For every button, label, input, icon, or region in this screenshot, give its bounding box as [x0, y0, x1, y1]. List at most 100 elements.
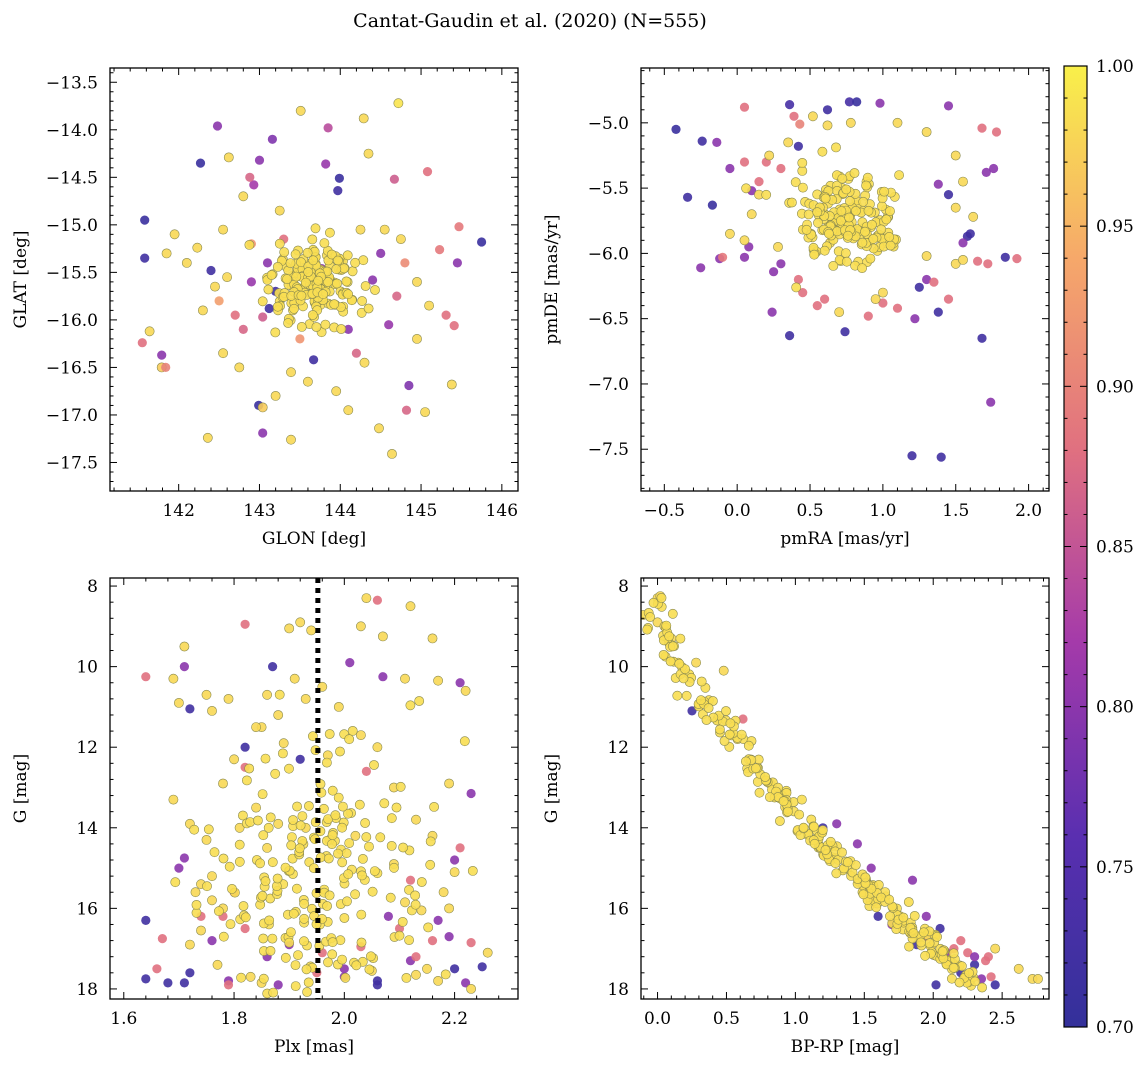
pmra-pmde-point	[783, 137, 794, 148]
plx-g-point	[240, 923, 250, 934]
plx-g-point	[391, 802, 402, 813]
glon-glat-point	[210, 281, 220, 292]
pmra-pmde-point	[950, 150, 961, 161]
plx-g-point	[369, 760, 379, 770]
x-tick-label: 142	[162, 501, 194, 521]
bprp-g-point	[664, 631, 675, 642]
bprp-g-point	[797, 794, 807, 805]
y-tick-label: −16.5	[46, 358, 98, 378]
plx-g-point	[433, 675, 443, 686]
plx-g-point	[405, 700, 416, 711]
bprp-g-point	[831, 868, 842, 879]
bprp-g-point	[656, 593, 667, 603]
plx-g-point	[425, 836, 436, 847]
y-tick-label: 10	[607, 658, 629, 678]
plx-g-point	[234, 839, 245, 850]
bprp-g-point	[837, 847, 847, 858]
pmra-pmde-point	[801, 224, 812, 235]
bprp-g-point	[948, 962, 959, 973]
pmra-pmde-point	[943, 294, 954, 304]
bprp-g-point	[736, 729, 747, 740]
x-tick-label: 144	[324, 501, 356, 521]
pmra-pmde-point	[844, 97, 855, 107]
plx-g-point	[207, 895, 217, 906]
bprp-g-point	[977, 982, 987, 993]
glon-glat-point	[206, 265, 216, 276]
glon-glat-point	[266, 270, 277, 280]
pmra-pmde-point	[767, 307, 777, 317]
glon-glat-point	[404, 380, 414, 391]
plx-g-point	[344, 734, 355, 745]
pmra-pmde-point	[812, 301, 822, 311]
pmra-pmde-point	[977, 333, 987, 343]
bprp-g-point	[648, 597, 659, 608]
pmra-pmde-point	[822, 105, 833, 115]
plx-g-point	[229, 754, 239, 765]
pmra-pmde-point	[857, 237, 868, 248]
plx-g-point	[466, 938, 476, 948]
glon-glat-point	[326, 249, 337, 260]
plx-g-point	[285, 927, 296, 937]
plx-g-point	[330, 810, 341, 821]
glon-glat-point	[272, 261, 283, 272]
glon-glat-point	[218, 348, 228, 359]
y-tick-label: 14	[607, 819, 629, 839]
y-tick-label: 16	[607, 899, 629, 919]
y-tick-label: −7.0	[588, 375, 629, 395]
plx-g-point	[294, 843, 305, 854]
plx-g-point	[450, 855, 460, 865]
plx-g-point	[333, 792, 344, 803]
pmra-pmde-point	[828, 260, 839, 271]
bprp-g-point	[798, 822, 809, 833]
pmra-pmde-point	[892, 117, 903, 128]
plx-g-point	[290, 981, 301, 991]
bprp-g-point	[703, 703, 714, 713]
pmra-pmde-point	[841, 184, 852, 195]
pmra-pmde-point	[798, 288, 808, 298]
plx-g-point	[295, 754, 305, 764]
pmra-pmde-point	[950, 202, 961, 213]
bprp-g-point	[719, 736, 730, 746]
glon-glat-point	[401, 405, 412, 415]
plx-g-point	[190, 887, 201, 898]
plx-g-point	[141, 915, 151, 926]
pmra-pmde-point	[936, 452, 946, 462]
plx-g-point	[467, 866, 478, 876]
plx-g-point	[179, 853, 189, 863]
plx-g-point	[411, 969, 421, 980]
plx-g-point	[290, 960, 301, 970]
glon-glat-point	[395, 234, 406, 244]
y-tick-label: −13.5	[46, 73, 98, 93]
plx-g-point	[260, 753, 271, 764]
glon-glat-point	[350, 257, 360, 268]
glon-glat-point	[376, 248, 386, 258]
pmra-pmde-point	[819, 245, 830, 256]
plx-g-point	[327, 785, 338, 796]
pmra-pmde-point	[868, 233, 879, 244]
plx-g-point	[377, 631, 388, 642]
bprp-g-point	[645, 612, 656, 622]
plx-g-point	[389, 862, 399, 873]
pmra-pmde-point	[773, 241, 783, 252]
pmra-pmde-point	[858, 196, 869, 207]
plx-g-point	[375, 832, 386, 843]
y-tick-label: −14.5	[46, 168, 98, 188]
pmra-pmde-point	[986, 397, 996, 407]
glon-glat-point	[197, 305, 208, 316]
plx-g-point	[295, 617, 306, 628]
glon-glat-point	[181, 257, 192, 268]
bprp-g-point	[860, 872, 871, 883]
y-axis-label: pmDE [mas/yr]	[542, 214, 562, 344]
panel-pmra-pmde-ticks	[641, 68, 1049, 491]
pmra-pmde-point	[921, 127, 932, 137]
glon-glat-point	[360, 281, 371, 291]
pmra-pmde-point	[863, 205, 874, 216]
pmra-pmde-point	[787, 197, 797, 208]
plx-g-point	[344, 838, 355, 848]
pmra-pmde-point	[739, 252, 750, 262]
plx-g-point	[288, 815, 298, 825]
panel-frame	[109, 577, 519, 1000]
glon-glat-point	[257, 402, 268, 413]
plx-g-point	[482, 947, 493, 958]
plx-g-point	[429, 802, 439, 812]
